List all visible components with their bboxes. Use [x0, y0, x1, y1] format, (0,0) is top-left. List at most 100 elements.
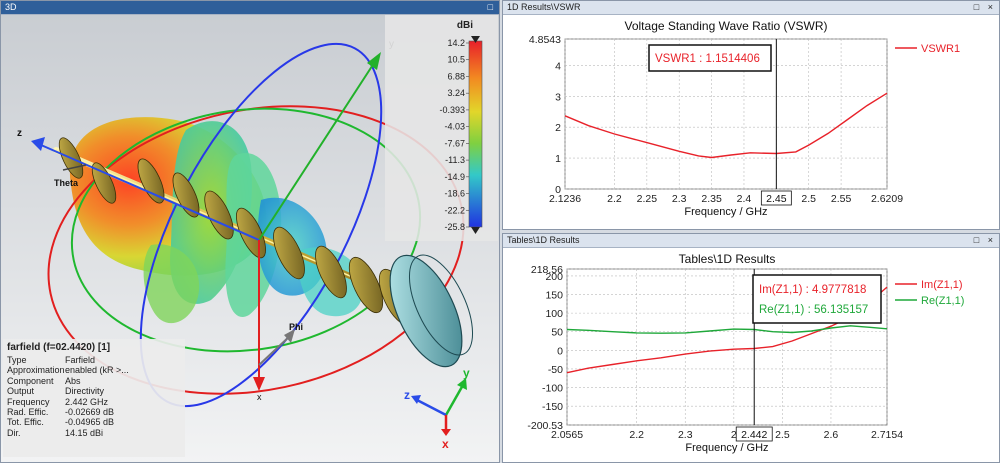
legend-label: Re(Z1,1) — [921, 295, 964, 307]
y-tick-label: 200 — [545, 271, 563, 283]
info-key: Frequency — [7, 396, 50, 407]
series-line-1 — [566, 325, 888, 334]
info-key: Tot. Effic. — [7, 417, 44, 428]
x-tick-label: 2.6209 — [871, 193, 903, 205]
theta-label: Theta — [54, 178, 79, 188]
colorbar-tick-label: -25.8 — [444, 222, 465, 232]
info-value: -0.02669 dB — [65, 407, 115, 418]
y-tick-label: 50 — [551, 327, 563, 339]
vswr-panel[interactable]: 1D Results\VSWR □ × Voltage Standing Wav… — [502, 0, 1000, 230]
info-key: Approximation — [7, 365, 65, 376]
y-tick-label: 3 — [555, 91, 561, 103]
vswr-titlebar[interactable]: 1D Results\VSWR □ × — [503, 1, 999, 15]
info-key: Rad. Effic. — [7, 407, 49, 418]
colorbar-tick-label: -11.3 — [445, 155, 465, 165]
marker-x-box — [735, 426, 773, 442]
y-tick-label: -150 — [542, 401, 563, 413]
y-tick-label: 0 — [557, 345, 563, 357]
vswr-close-icon[interactable]: × — [987, 2, 996, 12]
impedance-close-icon[interactable]: × — [987, 235, 996, 245]
info-key: Type — [7, 355, 27, 365]
colorbar-tick-label: 10.5 — [447, 55, 465, 65]
marker-x-label: 2.45 — [766, 193, 787, 205]
info-value: -0.04965 dB — [65, 417, 115, 428]
farfield-info-row: Component Abs — [7, 376, 181, 386]
x-tick-label: 2.35 — [701, 193, 722, 205]
x-axis-label: Frequency / GHz — [684, 206, 767, 218]
x-tick-label: 2.55 — [831, 193, 852, 205]
farfield-3d-title: 3D — [5, 2, 17, 12]
farfield-3d-titlebar[interactable]: 3D □ — [1, 1, 499, 15]
phi-label: Phi — [289, 322, 303, 332]
colorbar-tick-label: -0.393 — [439, 105, 465, 115]
farfield-info-row: Rad. Effic. -0.02669 dB — [7, 407, 181, 417]
farfield-info-row: Approximation enabled (kR >... — [7, 365, 181, 375]
x-tick-label: 2.0565 — [551, 429, 583, 441]
series-line-0 — [564, 92, 888, 159]
vswr-chart[interactable]: Voltage Standing Wave Ratio (VSWR) 2.1236… — [503, 15, 999, 230]
vswr-panel-title: 1D Results\VSWR — [507, 2, 581, 12]
colorbar-tick-label: -14.9 — [444, 172, 465, 182]
info-value: enabled (kR >... — [65, 365, 129, 376]
farfield-info-row: Tot. Effic. -0.04965 dB — [7, 417, 181, 427]
x-tick-label: 2.6 — [824, 429, 839, 441]
vswr-readout-text: VSWR1 : 1.1514406 — [655, 53, 760, 65]
info-key: Output — [7, 386, 35, 397]
colorbar-tick-label: 14.2 — [447, 38, 465, 48]
farfield-info-panel: farfield (f=02.4420) [1] Type Farfield App… — [3, 339, 185, 457]
colorbar-top-arrow — [471, 36, 480, 43]
info-key: Dir. — [7, 427, 21, 438]
y-tick-label: -50 — [548, 364, 563, 376]
farfield-info-row: Type Farfield — [7, 355, 181, 365]
impedance-panel-title: Tables\1D Results — [507, 235, 580, 245]
y-tick-label: -200.53 — [527, 420, 563, 432]
antenna-model — [53, 137, 474, 368]
marker-x-label: 2.442 — [741, 429, 767, 441]
y-tick-label: 0 — [555, 184, 561, 196]
y-tick-label: 1 — [555, 153, 561, 165]
x-tick-label: 2.25 — [637, 193, 658, 205]
colorbar-gradient — [468, 40, 483, 228]
vswr-readout-box — [648, 44, 772, 72]
colorbar-bottom-arrow — [471, 227, 480, 234]
info-value: Abs — [65, 375, 81, 386]
y-tick-label: 218.56 — [531, 264, 563, 276]
marker-x-box — [760, 190, 792, 206]
coordinate-axes — [31, 52, 381, 391]
axis-label-x: x — [257, 392, 262, 402]
x-tick-label: 2.3 — [678, 429, 693, 441]
x-axis-label: Frequency / GHz — [685, 442, 768, 454]
impedance-restore-icon[interactable]: □ — [973, 235, 983, 245]
legend-label: VSWR1 — [921, 43, 960, 55]
re-readout-text: Re(Z1,1) : 56.135157 — [759, 304, 868, 316]
legend-label: Im(Z1,1) — [921, 279, 963, 291]
chart-title: Voltage Standing Wave Ratio (VSWR) — [625, 19, 828, 33]
colorbar-tick-label: 3.24 — [447, 88, 465, 98]
impedance-chart[interactable]: Tables\1D Results 2.0565 2.2 2.3 2 2.442 2.5 2.… — [503, 248, 999, 463]
farfield-3d-panel[interactable]: 3D □ — [0, 0, 500, 463]
x-tick-label: 2.2 — [607, 193, 622, 205]
colorbar-tick-label: 6.88 — [447, 71, 465, 81]
farfield-info-row: Output Directivity — [7, 386, 181, 396]
vswr-restore-icon[interactable]: □ — [973, 2, 983, 12]
info-value: Farfield — [65, 355, 96, 365]
chart-title: Tables\1D Results — [679, 252, 776, 266]
impedance-readout-box — [752, 274, 882, 324]
axis-label-z: z — [17, 128, 22, 139]
triad-label-y: y — [463, 366, 470, 380]
info-key: Component — [7, 375, 54, 386]
x-tick-label: 2.2 — [629, 429, 644, 441]
impedance-titlebar[interactable]: Tables\1D Results □ × — [503, 234, 999, 248]
colorbar-unit: dBi — [457, 20, 473, 31]
x-tick-label: 2.5 — [801, 193, 816, 205]
impedance-panel[interactable]: Tables\1D Results □ × Tables\1D Results 2… — [502, 233, 1000, 463]
farfield-info-row: Dir. 14.15 dBi — [7, 428, 181, 438]
im-readout-text: Im(Z1,1) : 4.9777818 — [759, 284, 866, 296]
restore-icon[interactable]: □ — [487, 2, 496, 12]
y-tick-label: 150 — [545, 290, 563, 302]
x-tick-label: 2.4 — [737, 193, 752, 205]
colorbar-tick-label: -4.03 — [444, 122, 465, 132]
lower-lobe — [143, 244, 200, 324]
x-tick-label: 2.3 — [672, 193, 687, 205]
navigation-triad[interactable] — [411, 378, 467, 436]
